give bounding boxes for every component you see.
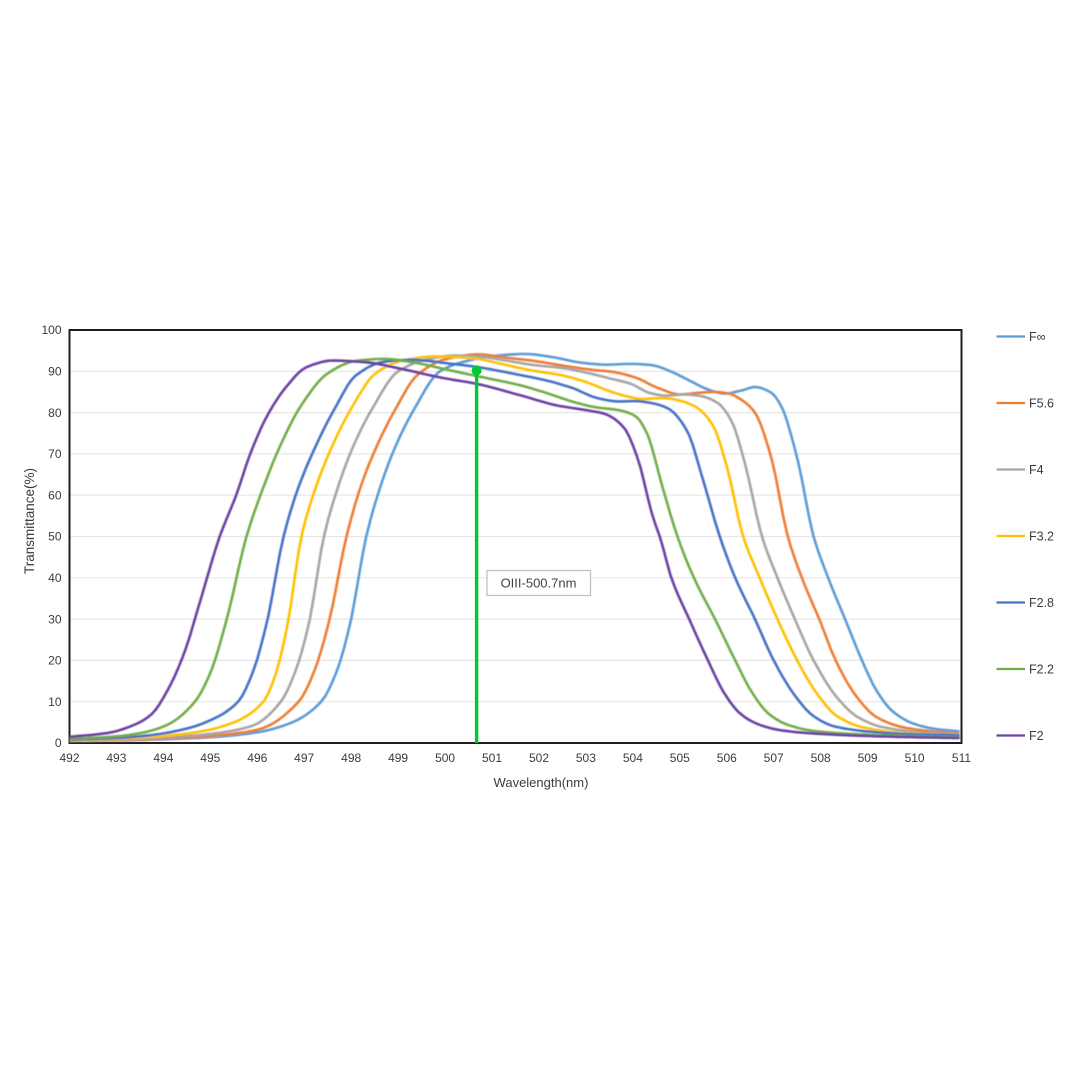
svg-text:10: 10 bbox=[48, 695, 62, 709]
svg-text:60: 60 bbox=[48, 488, 62, 502]
svg-text:100: 100 bbox=[41, 323, 61, 337]
svg-text:50: 50 bbox=[48, 530, 62, 544]
svg-text:F5.6: F5.6 bbox=[1029, 397, 1054, 411]
svg-text:80: 80 bbox=[48, 406, 62, 420]
svg-text:511: 511 bbox=[952, 751, 971, 765]
svg-text:502: 502 bbox=[529, 751, 549, 765]
svg-text:504: 504 bbox=[623, 751, 643, 765]
svg-text:506: 506 bbox=[717, 751, 737, 765]
svg-text:30: 30 bbox=[48, 612, 62, 626]
svg-text:499: 499 bbox=[388, 751, 408, 765]
svg-text:F4: F4 bbox=[1029, 463, 1044, 477]
svg-text:493: 493 bbox=[106, 751, 126, 765]
svg-text:40: 40 bbox=[48, 571, 62, 585]
svg-text:501: 501 bbox=[482, 751, 502, 765]
svg-text:Wavelength(nm): Wavelength(nm) bbox=[494, 775, 589, 790]
svg-text:OIII-500.7nm: OIII-500.7nm bbox=[501, 576, 577, 591]
svg-text:90: 90 bbox=[48, 365, 62, 379]
svg-text:503: 503 bbox=[576, 751, 596, 765]
svg-text:500: 500 bbox=[435, 751, 455, 765]
svg-text:498: 498 bbox=[341, 751, 361, 765]
svg-text:507: 507 bbox=[764, 751, 784, 765]
svg-text:Transmittance(%): Transmittance(%) bbox=[22, 468, 37, 574]
svg-text:509: 509 bbox=[858, 751, 878, 765]
svg-text:F2.2: F2.2 bbox=[1029, 663, 1054, 677]
svg-text:495: 495 bbox=[200, 751, 220, 765]
svg-text:510: 510 bbox=[905, 751, 925, 765]
svg-text:0: 0 bbox=[55, 736, 62, 750]
svg-text:496: 496 bbox=[247, 751, 267, 765]
svg-text:F∞: F∞ bbox=[1029, 330, 1046, 344]
svg-text:F3.2: F3.2 bbox=[1029, 530, 1054, 544]
svg-text:492: 492 bbox=[59, 751, 79, 765]
svg-text:494: 494 bbox=[153, 751, 173, 765]
svg-text:20: 20 bbox=[48, 654, 62, 668]
svg-text:497: 497 bbox=[294, 751, 314, 765]
svg-text:508: 508 bbox=[811, 751, 831, 765]
svg-text:F2.8: F2.8 bbox=[1029, 596, 1054, 610]
svg-text:70: 70 bbox=[48, 447, 62, 461]
svg-text:F2: F2 bbox=[1029, 729, 1044, 743]
svg-text:505: 505 bbox=[670, 751, 690, 765]
